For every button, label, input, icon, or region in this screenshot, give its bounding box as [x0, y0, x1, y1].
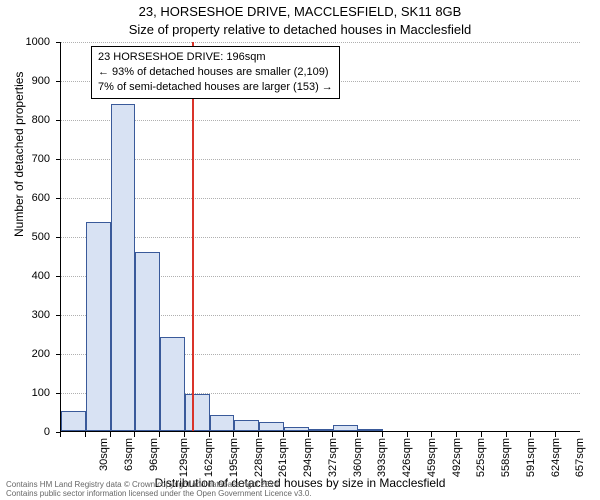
histogram-bar	[111, 104, 136, 431]
footer-line-1: Contains HM Land Registry data © Crown c…	[6, 480, 312, 489]
x-tick-label: 162sqm	[203, 438, 215, 477]
y-tick-label: 200	[32, 348, 50, 360]
chart-title-2: Size of property relative to detached ho…	[0, 22, 600, 37]
x-tick-mark	[233, 432, 234, 437]
y-axis-ticks: 01002003004005006007008009001000	[0, 42, 56, 432]
x-tick-label: 129sqm	[178, 438, 190, 477]
footer-line-2: Contains public sector information licen…	[6, 489, 312, 498]
x-tick-mark	[481, 432, 482, 437]
x-tick-mark	[134, 432, 135, 437]
histogram-bar	[234, 420, 259, 431]
chart-container: { "chart": { "type": "histogram", "title…	[0, 0, 600, 500]
x-axis-ticks: 30sqm 63sqm 96sqm 129sqm 162sqm 195sqm 228sqm 2…	[60, 432, 580, 482]
histogram-bar	[284, 427, 309, 431]
x-tick-label: 558sqm	[500, 438, 512, 477]
x-tick-label: 96sqm	[148, 438, 160, 471]
y-tick-label: 0	[44, 426, 50, 438]
y-tick-label: 1000	[26, 36, 50, 48]
x-tick-label: 30sqm	[98, 438, 110, 471]
y-tick-label: 600	[32, 192, 50, 204]
x-tick-mark	[357, 432, 358, 437]
x-tick-label: 591sqm	[525, 438, 537, 477]
x-tick-mark	[382, 432, 383, 437]
x-tick-mark	[283, 432, 284, 437]
x-tick-mark	[506, 432, 507, 437]
annotation-line-1: 23 HORSESHOE DRIVE: 196sqm	[98, 50, 333, 65]
y-tick-label: 100	[32, 387, 50, 399]
x-tick-mark	[60, 432, 61, 437]
plot-area: 23 HORSESHOE DRIVE: 196sqm ← 93% of deta…	[60, 42, 580, 432]
x-tick-label: 492sqm	[451, 438, 463, 477]
annotation-line-3: 7% of semi-detached houses are larger (1…	[98, 80, 333, 95]
annotation-line-2: ← 93% of detached houses are smaller (2,…	[98, 65, 333, 80]
y-tick-label: 700	[32, 153, 50, 165]
gridline	[61, 237, 580, 238]
gridline	[61, 42, 580, 43]
histogram-bar	[61, 411, 86, 431]
y-tick-label: 500	[32, 231, 50, 243]
histogram-bar	[185, 394, 210, 431]
y-tick-label: 400	[32, 270, 50, 282]
x-tick-mark	[85, 432, 86, 437]
histogram-bar	[259, 422, 284, 431]
histogram-bar	[86, 222, 111, 431]
x-tick-label: 294sqm	[302, 438, 314, 477]
x-tick-label: 426sqm	[401, 438, 413, 477]
x-tick-mark	[258, 432, 259, 437]
y-tick-label: 300	[32, 309, 50, 321]
x-tick-label: 63sqm	[123, 438, 135, 471]
x-tick-label: 195sqm	[228, 438, 240, 477]
x-tick-label: 459sqm	[426, 438, 438, 477]
x-tick-mark	[530, 432, 531, 437]
y-tick-label: 800	[32, 114, 50, 126]
y-axis-label: Number of detached properties	[12, 72, 26, 237]
x-tick-mark	[555, 432, 556, 437]
x-tick-mark	[407, 432, 408, 437]
x-tick-label: 525sqm	[476, 438, 488, 477]
chart-title-1: 23, HORSESHOE DRIVE, MACCLESFIELD, SK11 …	[0, 4, 600, 19]
x-tick-label: 228sqm	[253, 438, 265, 477]
x-tick-label: 657sqm	[575, 438, 587, 477]
gridline	[61, 198, 580, 199]
x-tick-mark	[431, 432, 432, 437]
x-tick-mark	[110, 432, 111, 437]
x-tick-mark	[184, 432, 185, 437]
histogram-bar	[160, 337, 185, 431]
histogram-bar	[135, 252, 160, 431]
histogram-bar	[333, 425, 358, 431]
gridline	[61, 159, 580, 160]
histogram-bar	[210, 415, 235, 431]
annotation-box: 23 HORSESHOE DRIVE: 196sqm ← 93% of deta…	[91, 46, 340, 99]
x-tick-mark	[209, 432, 210, 437]
x-tick-mark	[308, 432, 309, 437]
histogram-bar	[358, 429, 383, 431]
x-tick-mark	[456, 432, 457, 437]
y-tick-label: 900	[32, 75, 50, 87]
x-tick-label: 624sqm	[550, 438, 562, 477]
footer-attribution: Contains HM Land Registry data © Crown c…	[6, 480, 312, 498]
x-tick-mark	[159, 432, 160, 437]
x-tick-label: 327sqm	[327, 438, 339, 477]
gridline	[61, 120, 580, 121]
x-tick-label: 393sqm	[377, 438, 389, 477]
histogram-bar	[309, 429, 334, 431]
x-tick-mark	[332, 432, 333, 437]
x-tick-label: 360sqm	[352, 438, 364, 477]
marker-line	[192, 42, 194, 431]
x-tick-label: 261sqm	[277, 438, 289, 477]
